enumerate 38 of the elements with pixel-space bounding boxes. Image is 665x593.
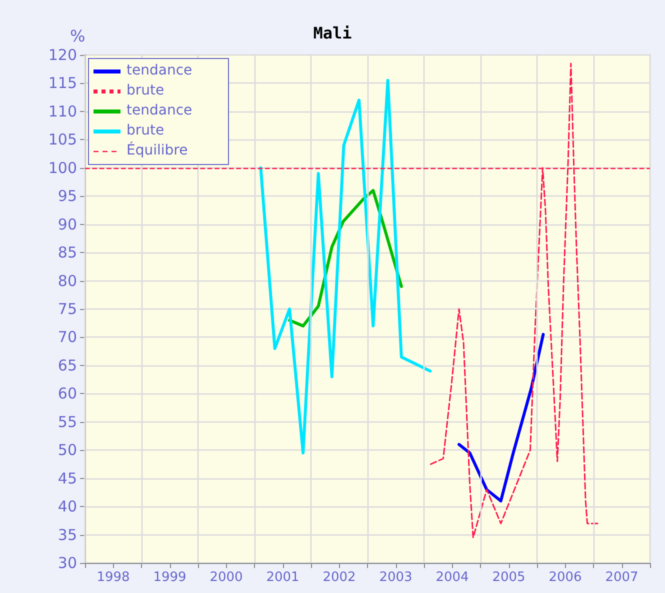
line-series (259, 78, 432, 454)
y-tick-label: 105 (48, 130, 77, 149)
y-tick-label: 110 (48, 102, 77, 120)
legend-label: brute (126, 122, 164, 138)
x-tick-label: 2004 (436, 570, 469, 585)
y-tick-label: 115 (48, 74, 77, 92)
y-tick-label: 55 (58, 412, 77, 431)
y-axis-title: % (70, 26, 86, 46)
x-tick-label: 2005 (492, 570, 526, 585)
x-tick-label: 2006 (548, 570, 582, 585)
legend-label: tendance (126, 102, 192, 118)
x-tick-label: 2000 (210, 570, 243, 585)
y-tick-label: 75 (58, 300, 77, 318)
x-tick-label: 1998 (96, 570, 130, 585)
x-tick-label: 2007 (605, 570, 638, 585)
legend-label: tendance (126, 62, 192, 78)
x-tick-label: 2001 (266, 570, 300, 585)
y-tick-label: 100 (48, 158, 77, 177)
y-tick-label: 35 (58, 526, 77, 544)
y-tick-label: 70 (58, 328, 77, 346)
y-tick-label: 60 (58, 384, 77, 403)
y-tick-label: 120 (48, 46, 77, 64)
y-tick-label: 95 (58, 187, 77, 206)
x-tick-label: 1999 (153, 570, 186, 585)
x-tick-label: 2003 (379, 570, 412, 585)
y-tick-label: 30 (58, 554, 77, 572)
y-tick-label: 45 (58, 469, 77, 488)
y-tick-label: 80 (58, 272, 77, 290)
y-tick-label: 40 (58, 498, 77, 516)
legend-label: Équilibre (126, 142, 188, 158)
x-tick-label: 2002 (322, 570, 356, 585)
legend-label: brute (126, 82, 164, 98)
chart-title: Mali (313, 24, 352, 42)
y-tick-label: 50 (58, 441, 77, 460)
y-tick-label: 85 (58, 244, 77, 262)
line-series (458, 332, 545, 502)
y-tick-label: 90 (58, 215, 77, 234)
y-tick-label: 65 (58, 356, 77, 374)
